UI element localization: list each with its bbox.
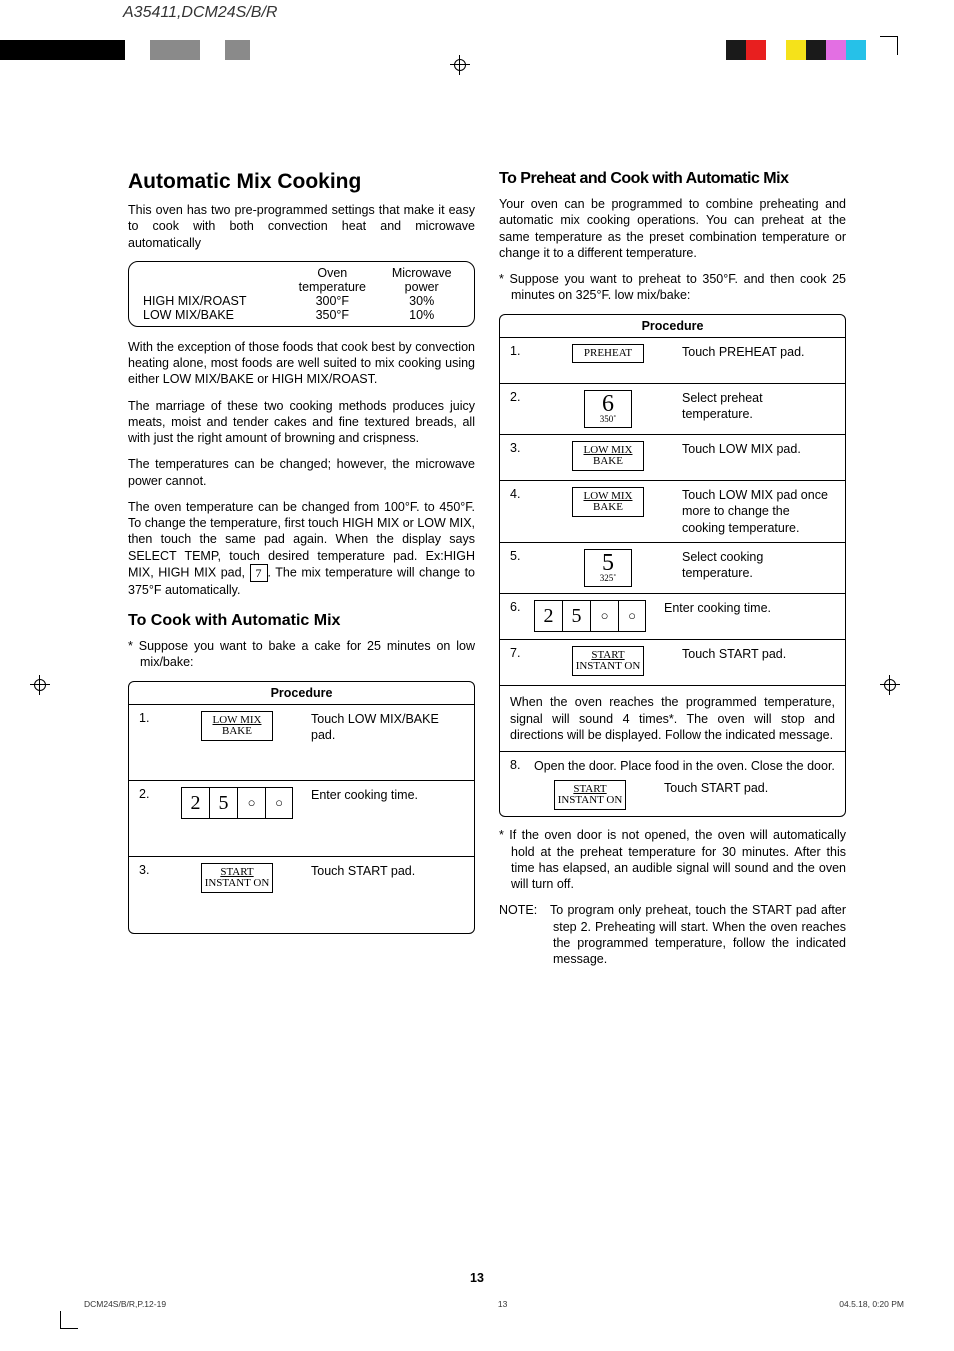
procedure-table: Procedure 1. PREHEAT Touch PREHEAT pad. … — [499, 314, 846, 818]
table-row: HIGH MIX/ROAST 300°F 30% — [139, 294, 464, 308]
intro-paragraph: Your oven can be programmed to combine p… — [499, 196, 846, 261]
low-mix-pad-icon: LOW MIXBAKE — [201, 711, 273, 741]
procedure-note: When the oven reaches the programmed tem… — [500, 686, 845, 752]
body-paragraph: The temperatures can be changed; however… — [128, 456, 475, 489]
subsection-title: To Cook with Automatic Mix — [128, 612, 475, 630]
procedure-step: 3. STARTINSTANT ON Touch START pad. — [129, 857, 474, 933]
table-header: Oventemperature — [285, 266, 379, 294]
crop-mark-icon — [880, 36, 898, 37]
example-text: * Suppose you want to preheat to 350°F. … — [499, 271, 846, 304]
procedure-step: 4. LOW MIXBAKE Touch LOW MIX pad once mo… — [500, 481, 845, 543]
procedure-step: 2. 2 5 ○ ○ Enter cooking time. — [129, 781, 474, 857]
temp-pad-icon: 5325˚ — [584, 549, 632, 588]
table-header: Microwavepower — [379, 266, 464, 294]
start-pad-icon: STARTINSTANT ON — [201, 863, 273, 893]
body-paragraph: The oven temperature can be changed from… — [128, 499, 475, 598]
start-pad-icon: STARTINSTANT ON — [554, 780, 626, 810]
preheat-pad-icon: PREHEAT — [572, 344, 644, 363]
section-title: Automatic Mix Cooking — [128, 170, 475, 194]
low-mix-pad-icon: LOW MIXBAKE — [572, 487, 644, 517]
colorbar-right — [726, 40, 906, 60]
crop-mark-icon — [60, 1328, 78, 1329]
body-paragraph: With the exception of those foods that c… — [128, 339, 475, 388]
procedure-step: 7. STARTINSTANT ON Touch START pad. — [500, 640, 845, 686]
body-paragraph: The marriage of these two cooking method… — [128, 398, 475, 447]
procedure-step: 3. LOW MIXBAKE Touch LOW MIX pad. — [500, 435, 845, 481]
start-pad-icon: STARTINSTANT ON — [572, 646, 644, 676]
low-mix-pad-icon: LOW MIXBAKE — [572, 441, 644, 471]
procedure-step: 2. 6350˚ Select preheat temperature. — [500, 384, 845, 436]
left-column: Automatic Mix Cooking This oven has two … — [128, 170, 475, 934]
procedure-step: 1. PREHEAT Touch PREHEAT pad. — [500, 338, 845, 384]
table-row: LOW MIX/BAKE 350°F 10% — [139, 308, 464, 322]
procedure-step: 6. 2 5 ○ ○ Enter cooking time. — [500, 594, 845, 640]
footnote: * If the oven door is not opened, the ov… — [499, 827, 846, 892]
settings-table: Oventemperature Microwavepower HIGH MIX/… — [128, 261, 475, 327]
page-number: 13 — [0, 1271, 954, 1285]
procedure-step: 8. Open the door. Place food in the oven… — [500, 752, 845, 816]
registration-mark-icon — [450, 55, 470, 75]
colorbar-left — [0, 40, 250, 60]
keypad-button-icon: 7 — [250, 564, 268, 582]
document-header-code: A35411,DCM24S/B/R — [123, 4, 277, 22]
right-column: To Preheat and Cook with Automatic Mix Y… — [499, 170, 846, 977]
registration-mark-icon — [880, 675, 900, 695]
temp-pad-icon: 6350˚ — [584, 390, 632, 429]
procedure-step: 5. 5325˚ Select cooking temperature. — [500, 543, 845, 595]
procedure-header: Procedure — [129, 682, 474, 705]
digit-pad-group: 2 5 ○ ○ — [181, 787, 293, 819]
footer-metadata: DCM24S/B/R,P.12-19 13 04.5.18, 0:20 PM — [84, 1299, 904, 1309]
intro-paragraph: This oven has two pre-programmed setting… — [128, 202, 475, 251]
registration-mark-icon — [30, 675, 50, 695]
example-text: * Suppose you want to bake a cake for 25… — [128, 638, 475, 671]
digit-pad-group: 2 5 ○ ○ — [534, 600, 646, 632]
note-paragraph: NOTE: To program only preheat, touch the… — [499, 902, 846, 967]
procedure-step: 1. LOW MIXBAKE Touch LOW MIX/BAKE pad. — [129, 705, 474, 781]
procedure-header: Procedure — [500, 315, 845, 338]
procedure-table: Procedure 1. LOW MIXBAKE Touch LOW MIX/B… — [128, 681, 475, 934]
subsection-title: To Preheat and Cook with Automatic Mix — [499, 170, 846, 188]
